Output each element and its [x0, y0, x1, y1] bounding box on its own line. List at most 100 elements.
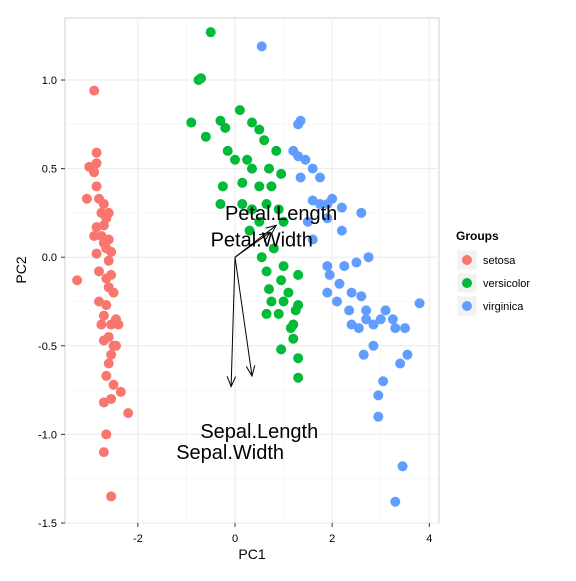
- loading-arrow-sepal-length: [234, 257, 256, 378]
- data-point-virginica: [400, 323, 410, 334]
- data-point-versicolor: [222, 145, 233, 156]
- y-axis: -1.5 -1.0 -0.5 0.0 0.5 1.0: [38, 75, 65, 530]
- data-point-virginica: [402, 349, 413, 360]
- data-point-versicolor: [293, 353, 304, 364]
- arrow-head: [259, 231, 272, 243]
- data-point-versicolor: [193, 75, 204, 86]
- data-point-setosa: [106, 393, 117, 404]
- data-point-virginica: [322, 213, 333, 224]
- data-point-virginica: [322, 287, 333, 298]
- data-point-setosa: [96, 319, 107, 330]
- data-point-versicolor: [273, 204, 284, 215]
- data-point-setosa: [94, 266, 104, 277]
- data-point-versicolor: [278, 296, 289, 307]
- data-point-virginica: [300, 154, 311, 165]
- data-point-versicolor: [276, 275, 287, 286]
- loading-arrow-petal-width: [234, 231, 272, 258]
- legend-marker: [462, 301, 472, 311]
- data-point-virginica: [307, 163, 318, 174]
- data-point-setosa: [98, 199, 109, 210]
- arrow-shaft: [230, 257, 236, 387]
- data-point-versicolor: [234, 105, 245, 116]
- data-point-setosa: [91, 181, 102, 192]
- data-point-versicolor: [290, 305, 301, 316]
- y-tick-label: -0.5: [38, 341, 57, 353]
- data-point-versicolor: [276, 344, 287, 355]
- data-point-virginica: [361, 314, 372, 325]
- data-point-virginica: [378, 376, 389, 387]
- data-point-virginica: [307, 234, 318, 245]
- data-point-versicolor: [256, 252, 267, 263]
- data-point-setosa: [101, 429, 112, 440]
- data-point-versicolor: [237, 177, 248, 188]
- data-point-versicolor: [247, 117, 257, 128]
- data-point-versicolor: [261, 199, 272, 210]
- data-point-virginica: [334, 278, 345, 289]
- data-point-virginica: [414, 298, 425, 309]
- data-point-virginica: [380, 305, 391, 316]
- data-point-virginica: [324, 269, 335, 280]
- data-point-virginica: [256, 41, 267, 52]
- y-tick-label: 0.0: [42, 252, 57, 264]
- data-point-virginica: [315, 199, 325, 210]
- data-point-versicolor: [285, 323, 296, 334]
- loading-label: Sepal.Width: [176, 442, 284, 464]
- legend-items: setosa versicolor virginica: [456, 249, 530, 317]
- legend-marker: [462, 278, 472, 288]
- data-point-virginica: [336, 202, 347, 213]
- data-point-versicolor: [200, 131, 211, 142]
- legend-item-setosa: setosa: [456, 249, 516, 271]
- data-point-versicolor: [217, 181, 228, 192]
- legend-label: virginica: [483, 301, 524, 313]
- data-point-virginica: [356, 207, 367, 218]
- loading-labels: Petal.Length Petal.Width Sepal.LengthSepal…: [176, 203, 337, 464]
- data-point-virginica: [295, 172, 306, 183]
- data-point-virginica: [344, 305, 355, 316]
- data-point-setosa: [123, 408, 134, 419]
- data-point-versicolor: [220, 122, 231, 133]
- data-point-versicolor: [205, 27, 216, 38]
- data-point-versicolor: [261, 266, 272, 277]
- y-axis-label: PC2: [13, 256, 29, 283]
- data-point-versicolor: [288, 333, 299, 344]
- data-point-virginica: [327, 193, 338, 204]
- data-point-versicolor: [293, 372, 304, 383]
- data-point-virginica: [351, 257, 362, 268]
- data-point-versicolor: [244, 225, 255, 236]
- data-point-versicolor: [266, 296, 277, 307]
- data-point-setosa: [103, 358, 114, 369]
- legend-marker: [462, 255, 472, 265]
- data-point-setosa: [89, 167, 100, 178]
- x-tick-label: -2: [133, 533, 143, 545]
- data-point-setosa: [106, 491, 117, 502]
- data-point-setosa: [98, 310, 109, 321]
- data-point-virginica: [373, 390, 384, 401]
- data-point-setosa: [91, 248, 102, 259]
- data-point-versicolor: [254, 181, 265, 192]
- x-tick-label: 2: [329, 533, 335, 545]
- data-point-versicolor: [278, 216, 289, 227]
- y-tick-label: -1.0: [38, 429, 57, 441]
- data-point-versicolor: [271, 145, 282, 156]
- legend-item-versicolor: versicolor: [456, 272, 530, 294]
- arrow-head: [226, 376, 237, 388]
- data-point-virginica: [390, 496, 401, 507]
- data-point-setosa: [108, 379, 119, 390]
- data-point-setosa: [101, 300, 112, 311]
- legend-title: Groups: [456, 229, 499, 243]
- data-point-setosa: [98, 238, 109, 249]
- data-point-virginica: [368, 340, 379, 351]
- loading-arrow-sepal-width: [226, 257, 237, 388]
- data-point-virginica: [353, 323, 364, 334]
- data-point-virginica: [346, 287, 357, 298]
- data-point-versicolor: [283, 287, 294, 298]
- data-point-setosa: [106, 349, 117, 360]
- data-point-virginica: [302, 216, 313, 227]
- data-point-versicolor: [266, 181, 277, 192]
- x-axis-label: PC1: [238, 546, 265, 562]
- data-point-virginica: [336, 225, 347, 236]
- data-point-versicolor: [264, 163, 274, 174]
- legend: Groups setosa versicolor virginica: [456, 229, 530, 317]
- data-point-virginica: [358, 349, 369, 360]
- data-point-setosa: [98, 447, 109, 458]
